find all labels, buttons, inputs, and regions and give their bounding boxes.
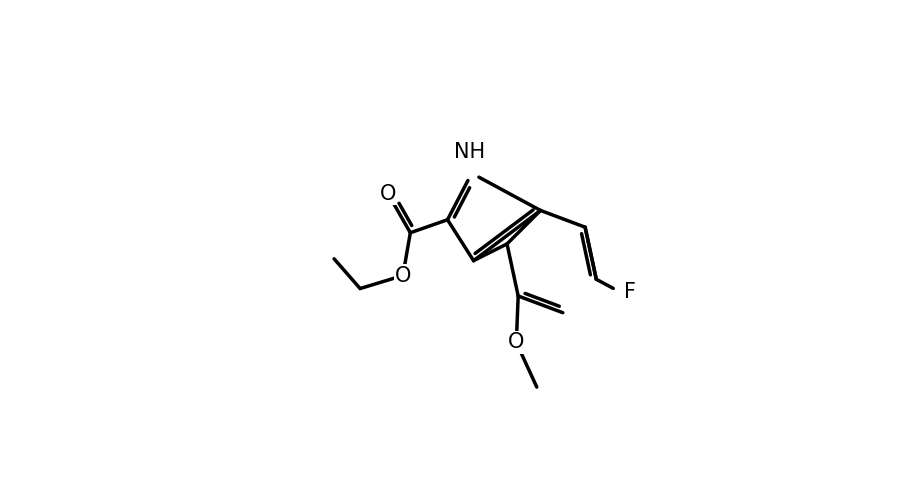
Text: O: O [395,266,411,285]
Text: O: O [380,184,396,204]
Text: F: F [625,282,636,302]
Text: O: O [508,332,525,353]
Text: NH: NH [455,142,485,162]
